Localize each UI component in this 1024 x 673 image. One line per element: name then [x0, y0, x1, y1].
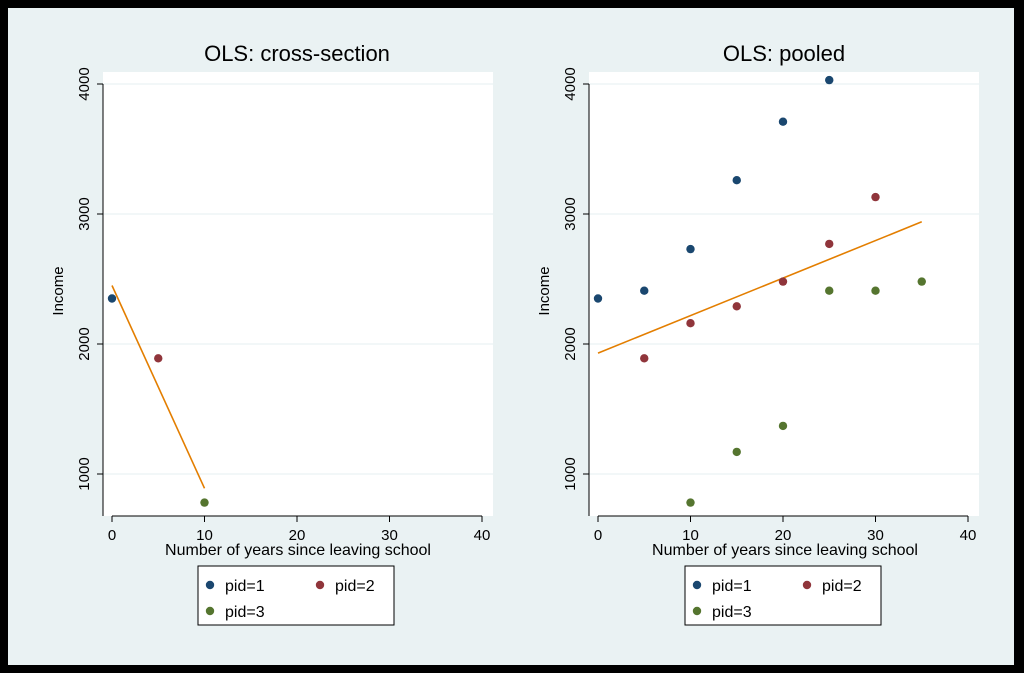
data-point-pid1: [778, 117, 788, 126]
y-tick-label: 2000: [562, 327, 579, 360]
data-point-pid1: [825, 75, 834, 85]
x-tick-label: 0: [108, 527, 116, 544]
legend-label-pid3: pid=3: [225, 604, 265, 621]
legend-box: [684, 565, 882, 626]
y-tick-label: 3000: [562, 197, 579, 230]
x-tick-label: 10: [682, 527, 699, 544]
legend-marker-pid3: [692, 606, 702, 616]
legend-marker-pid2: [315, 580, 325, 590]
y-axis-label: Income: [50, 266, 67, 315]
plot-area: [103, 72, 493, 516]
legend-marker-pid2: [802, 580, 812, 590]
x-tick-label: 30: [867, 527, 884, 544]
data-point-pid1: [640, 286, 649, 295]
data-point-pid3: [778, 421, 788, 431]
data-point-pid1: [107, 294, 117, 303]
data-point-pid1: [686, 244, 695, 254]
x-tick-label: 20: [775, 527, 792, 544]
legend-box: [197, 565, 395, 626]
legend-label-pid2: pid=2: [335, 578, 375, 595]
legend-marker-pid1: [692, 580, 702, 590]
chart-panel-pooled: OLS: pooled Income Number of years since…: [536, 41, 979, 626]
data-point-pid2: [825, 239, 834, 249]
y-tick-label: 1000: [76, 457, 93, 490]
data-point-pid3: [732, 447, 741, 457]
x-tick-label: 30: [381, 527, 398, 544]
data-point-pid3: [871, 286, 880, 295]
x-tick-label: 20: [289, 527, 306, 544]
chart-panel-cross-section: OLS: cross-section Income Number of year…: [50, 41, 493, 626]
legend-marker-pid3: [205, 606, 215, 616]
legend-marker-pid1: [205, 580, 215, 590]
data-point-pid3: [917, 277, 926, 286]
x-tick-label: 10: [196, 527, 213, 544]
x-axis-label: Number of years since leaving school: [652, 542, 918, 559]
data-point-pid2: [778, 277, 788, 286]
data-point-pid3: [825, 286, 834, 295]
chart-title: OLS: cross-section: [204, 41, 390, 66]
legend-label-pid2: pid=2: [822, 578, 862, 595]
y-tick-label: 4000: [76, 67, 93, 100]
data-point-pid2: [686, 319, 695, 328]
x-tick-label: 0: [594, 527, 602, 544]
y-tick-label: 1000: [562, 457, 579, 490]
y-axis-label: Income: [536, 266, 553, 315]
fit-line: [111, 285, 206, 489]
data-point-pid3: [200, 498, 209, 507]
data-point-pid3: [686, 498, 695, 507]
legend-label-pid3: pid=3: [712, 604, 752, 621]
legend-label-pid1: pid=1: [712, 578, 752, 595]
y-tick-label: 4000: [562, 67, 579, 100]
legend-label-pid1: pid=1: [225, 578, 265, 595]
fit-line: [597, 221, 923, 354]
data-point-pid2: [154, 354, 163, 363]
y-tick-label: 2000: [76, 327, 93, 360]
y-tick-label: 3000: [76, 197, 93, 230]
x-axis-label: Number of years since leaving school: [165, 542, 431, 559]
data-point-pid2: [732, 302, 741, 311]
data-point-pid1: [593, 294, 603, 303]
data-point-pid2: [640, 354, 649, 363]
data-point-pid2: [871, 192, 880, 202]
data-point-pid1: [732, 176, 741, 185]
chart-title: OLS: pooled: [723, 41, 845, 66]
legend: pid=1 pid=2 pid=3: [197, 565, 395, 626]
legend: pid=1 pid=2 pid=3: [684, 565, 882, 626]
x-tick-label: 40: [960, 527, 977, 544]
x-tick-label: 40: [474, 527, 491, 544]
plot-area: [589, 72, 979, 516]
